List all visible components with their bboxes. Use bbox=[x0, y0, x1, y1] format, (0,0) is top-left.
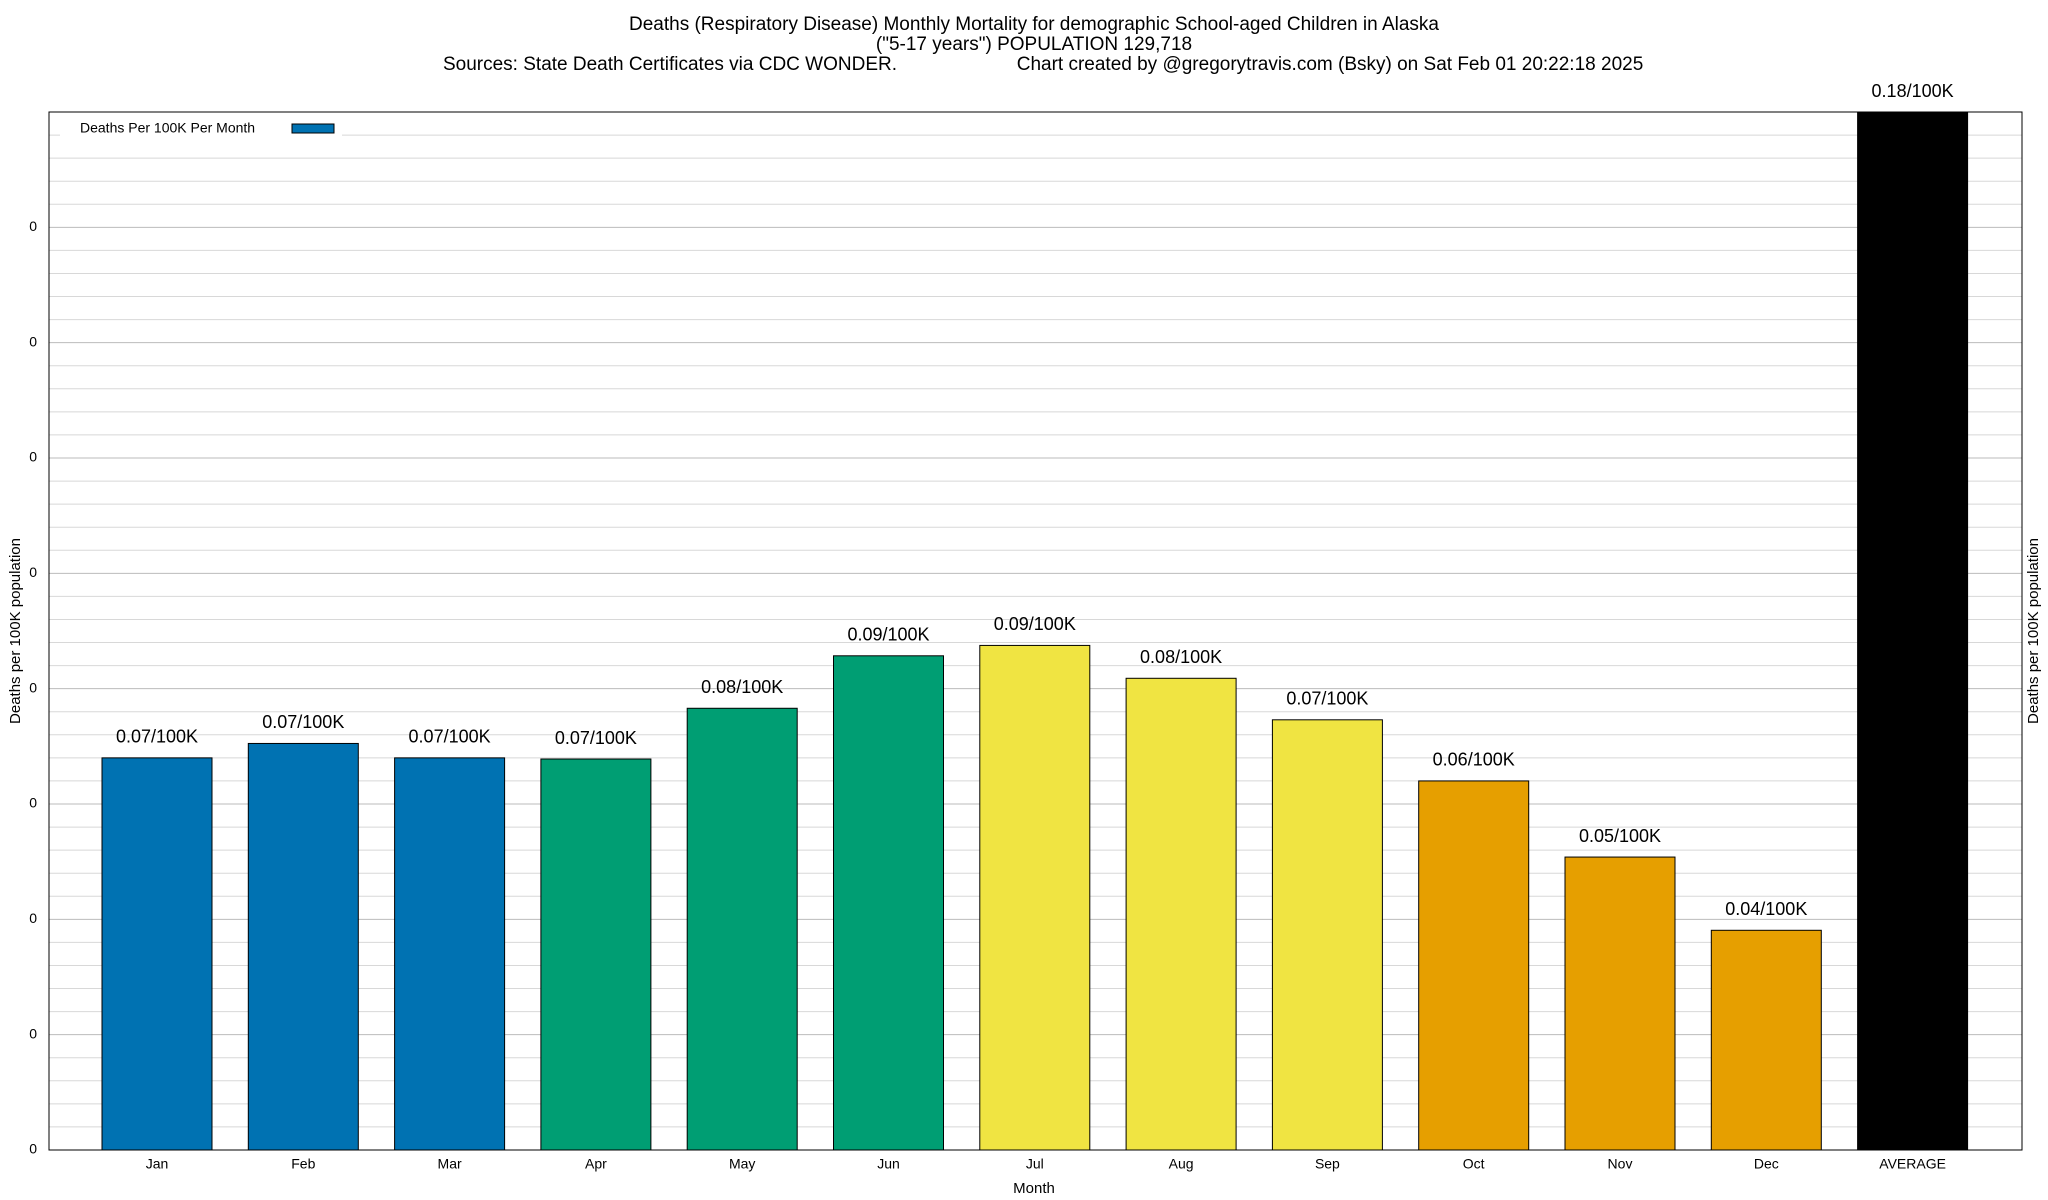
value-label: 0.08/100K bbox=[701, 677, 783, 697]
value-label: 0.18/100K bbox=[1872, 81, 1954, 101]
bar bbox=[1710, 929, 1822, 1151]
y-axis-label: Deaths per 100K population bbox=[7, 538, 24, 724]
value-label: 0.07/100K bbox=[116, 727, 198, 747]
x-tick-label: Nov bbox=[1608, 1156, 1633, 1172]
value-label: 0.05/100K bbox=[1579, 826, 1661, 846]
bar bbox=[540, 758, 652, 1151]
chart-title: Deaths (Respiratory Disease) Monthly Mor… bbox=[629, 14, 1439, 35]
y-tick-label: 0 bbox=[29, 564, 37, 580]
value-label: 0.04/100K bbox=[1725, 899, 1807, 919]
value-label: 0.07/100K bbox=[555, 728, 637, 748]
x-tick-label: Jul bbox=[1026, 1156, 1044, 1172]
y-tick-label: 0 bbox=[29, 1025, 37, 1041]
value-label: 0.07/100K bbox=[1286, 689, 1368, 709]
value-label: 0.07/100K bbox=[409, 727, 491, 747]
bar bbox=[686, 707, 798, 1151]
bar bbox=[394, 757, 506, 1151]
value-label: 0.06/100K bbox=[1433, 750, 1515, 770]
plot-frame bbox=[48, 111, 2023, 1151]
y-tick-label: 0 bbox=[29, 1141, 37, 1157]
bar bbox=[1271, 719, 1383, 1151]
bar bbox=[979, 644, 1091, 1151]
x-tick-label: Mar bbox=[438, 1156, 462, 1172]
bar bbox=[833, 655, 944, 1151]
y-tick-label: 0 bbox=[29, 218, 37, 234]
x-tick-label: AVERAGE bbox=[1879, 1156, 1946, 1172]
bar bbox=[1418, 780, 1530, 1151]
bar bbox=[1125, 677, 1237, 1151]
y-tick-label: 0 bbox=[29, 679, 37, 695]
legend-label: Deaths Per 100K Per Month bbox=[80, 120, 255, 136]
bar bbox=[1564, 856, 1676, 1151]
y-tick-label: 0 bbox=[29, 449, 37, 465]
y-tick-label: 0 bbox=[29, 910, 37, 926]
y2-axis-label: Deaths per 100K population bbox=[2025, 538, 2042, 724]
x-tick-label: Jan bbox=[146, 1156, 169, 1172]
chart-subtitle: ("5-17 years") POPULATION 129,718 bbox=[876, 34, 1192, 55]
bar bbox=[101, 757, 213, 1151]
bar bbox=[247, 742, 359, 1151]
y-tick-label: 0 bbox=[29, 795, 37, 811]
x-tick-label: Jun bbox=[877, 1156, 900, 1172]
x-tick-label: Apr bbox=[585, 1156, 607, 1172]
x-tick-label: Aug bbox=[1169, 1156, 1194, 1172]
legend-swatch bbox=[291, 123, 335, 134]
value-label: 0.07/100K bbox=[262, 712, 344, 732]
x-tick-label: Sep bbox=[1315, 1156, 1340, 1172]
y-tick-label: 0 bbox=[29, 333, 37, 349]
chart-credit: Chart created by @gregorytravis.com (Bsk… bbox=[1017, 54, 1644, 75]
x-tick-label: May bbox=[729, 1156, 755, 1172]
x-tick-label: Dec bbox=[1754, 1156, 1779, 1172]
x-tick-label: Oct bbox=[1463, 1156, 1485, 1172]
x-axis-label: Month bbox=[1013, 1180, 1055, 1197]
bar bbox=[1857, 111, 1969, 1151]
value-label: 0.09/100K bbox=[847, 625, 929, 645]
chart-source: Sources: State Death Certificates via CD… bbox=[443, 54, 897, 75]
value-label: 0.09/100K bbox=[994, 614, 1076, 634]
value-label: 0.08/100K bbox=[1140, 647, 1222, 667]
x-tick-label: Feb bbox=[291, 1156, 315, 1172]
